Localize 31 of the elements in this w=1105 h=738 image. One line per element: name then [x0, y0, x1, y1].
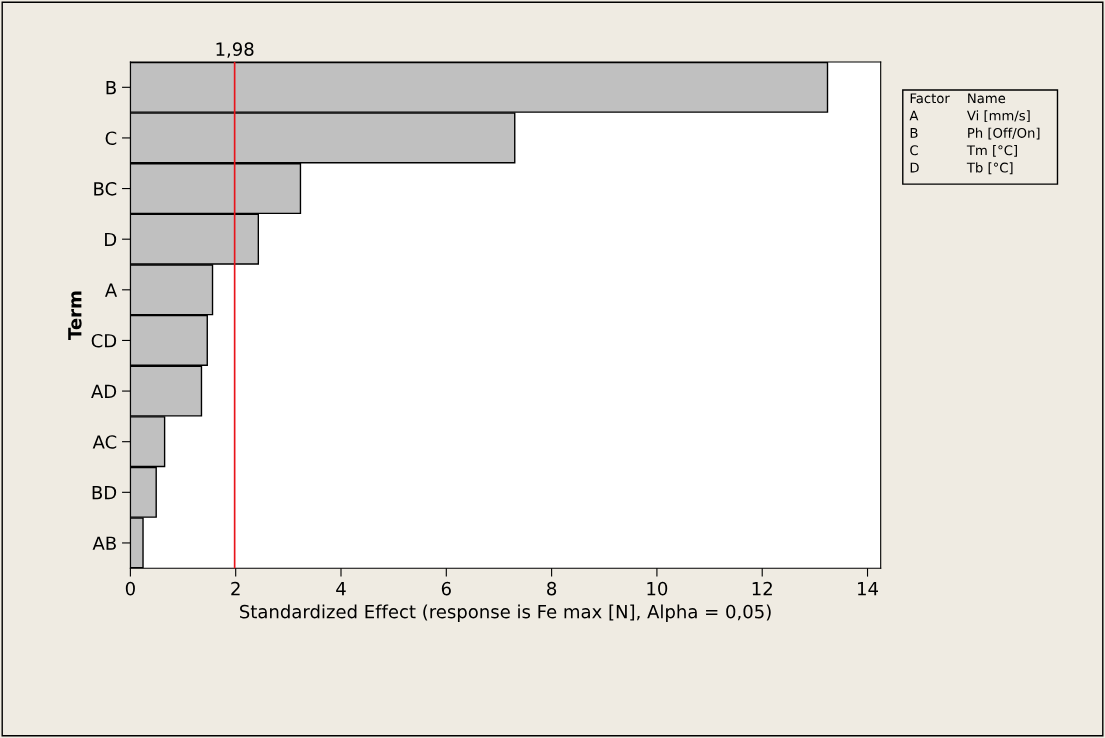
y-tick-label: C	[105, 131, 117, 146]
x-tick-label: 8	[547, 581, 557, 596]
x-tick-label: 2	[231, 581, 240, 596]
y-tick-label: A	[104, 283, 118, 297]
x-tick-label: 0	[125, 581, 135, 596]
y-axis-title: Term	[68, 291, 82, 340]
y-tick-label: AD	[91, 384, 117, 398]
text: Tb [°C]	[966, 162, 1013, 175]
y-tick-label: BC	[94, 182, 117, 196]
x-tick-label: 12	[752, 581, 772, 596]
text: B	[910, 128, 918, 138]
x-tick-label: 14	[858, 582, 878, 596]
x-tick-label: 6	[441, 581, 451, 596]
text: C	[910, 145, 918, 156]
x-tick-label: 4	[336, 582, 346, 596]
ref-line-label: 1,98	[216, 42, 254, 58]
y-tick-label: CD	[91, 333, 117, 348]
x-axis-title: Standardized Effect (response is Fe max [N], Alpha = 0,05)	[240, 604, 771, 622]
text: Tm [°C]	[966, 145, 1017, 157]
y-tick-label: D	[105, 232, 117, 247]
text: Ph [Off/On]	[968, 127, 1040, 140]
text: D	[910, 162, 919, 173]
text: Vi [mm/s]	[966, 110, 1030, 123]
x-tick-label: 10	[647, 581, 668, 596]
y-tick-label: AC	[92, 435, 117, 449]
text: Factor	[910, 93, 950, 104]
y-tick-label: AB	[92, 536, 116, 550]
text: A	[909, 110, 919, 121]
text: Name	[968, 93, 1006, 104]
y-tick-label: BD	[92, 486, 117, 500]
y-tick-label: B	[106, 81, 116, 95]
